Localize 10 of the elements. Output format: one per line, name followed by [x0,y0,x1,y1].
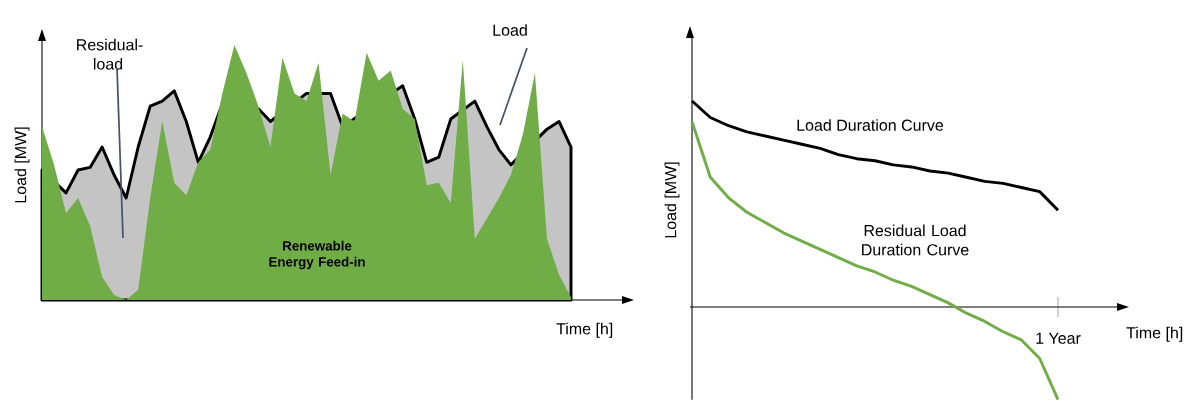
annotation: 1 Year [1036,332,1081,344]
y-axis-title: Load [MW] [664,162,680,238]
text: Load [493,24,527,36]
x-axis-title: Time [h] [556,322,613,338]
y-axis-title: Load [MW] [14,127,30,203]
series-label: Residual Load Duration Curve [862,224,969,256]
annotation: Residual-load [77,38,143,70]
series-label: Renewable Energy Feed-in [269,240,365,270]
series-label: Load Duration Curve [797,119,944,131]
x-axis-title: Time [h] [1126,326,1183,342]
